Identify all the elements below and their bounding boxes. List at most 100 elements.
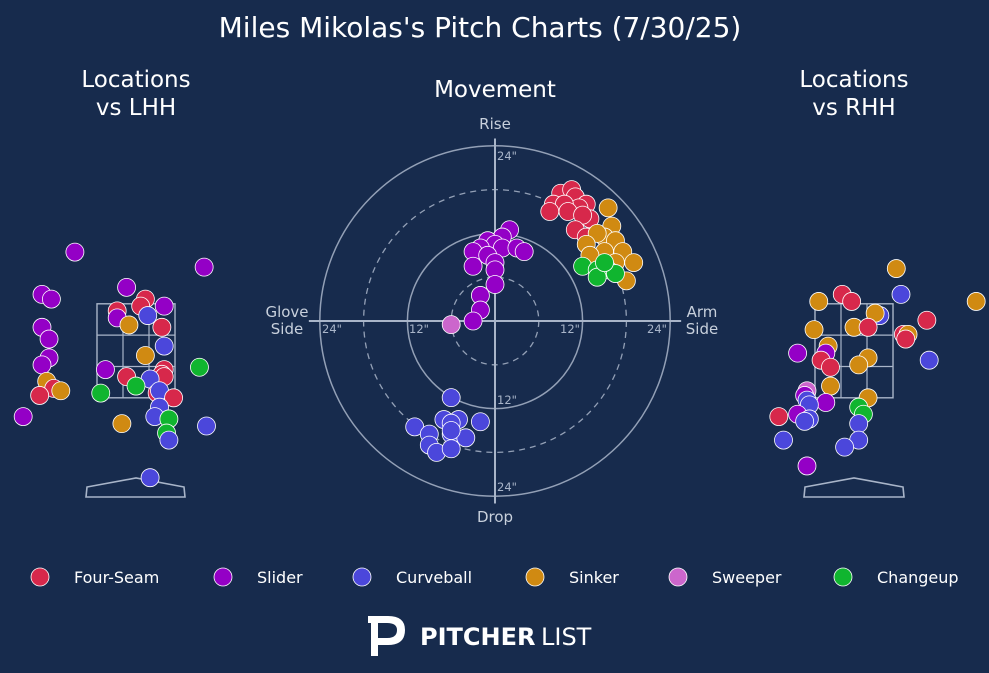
ring-label-left-12: 12" xyxy=(409,322,429,336)
rhh-point-curveball xyxy=(849,414,869,434)
lhh-panel-title-line1: Locations xyxy=(81,67,190,93)
lhh-point-slider xyxy=(65,242,85,262)
rhh-point-four-seam xyxy=(821,357,840,377)
lhh-location-plot xyxy=(13,242,216,498)
lhh-point-curveball xyxy=(140,468,160,488)
movement-point-slider xyxy=(485,275,505,294)
movement-pitch-points xyxy=(405,180,644,462)
legend-item-changeup: Changeup xyxy=(833,567,959,587)
movement-point-curveball xyxy=(441,388,461,408)
rhh-point-slider xyxy=(816,393,836,412)
legend-label-sweeper: Sweeper xyxy=(712,568,782,587)
legend-marker-sinker xyxy=(525,567,545,587)
lhh-point-changeup xyxy=(126,376,146,396)
movement-point-slider xyxy=(514,242,534,262)
rhh-point-sinker xyxy=(849,355,869,375)
lhh-point-slider xyxy=(154,296,174,316)
rhh-point-curveball xyxy=(795,411,815,431)
ring-label-right-24: 24" xyxy=(647,322,667,336)
movement-grid xyxy=(308,138,682,504)
lhh-point-slider xyxy=(13,407,33,427)
lhh-point-slider xyxy=(32,355,52,375)
lhh-point-sinker xyxy=(112,414,132,434)
movement-point-sinker xyxy=(598,198,618,218)
movement-point-sinker xyxy=(624,253,644,273)
lhh-point-curveball xyxy=(197,416,216,436)
ring-label-bottom-24: 24" xyxy=(497,480,517,494)
legend-label-sinker: Sinker xyxy=(569,568,619,587)
rhh-panel-title-line2: vs RHH xyxy=(812,95,895,121)
movement-point-curveball xyxy=(441,421,461,440)
lhh-pitch-points xyxy=(13,242,216,488)
rhh-point-curveball xyxy=(774,430,793,450)
rhh-location-plot xyxy=(769,259,986,498)
lhh-point-curveball xyxy=(154,336,174,356)
rhh-pitch-points xyxy=(769,259,986,476)
ring-label-bottom-12: 12" xyxy=(497,393,517,407)
lhh-point-slider xyxy=(39,329,59,349)
lhh-point-changeup xyxy=(91,383,111,403)
rhh-point-slider xyxy=(797,456,817,476)
legend-item-four-seam: Four-Seam xyxy=(30,567,159,587)
legend-label-slider: Slider xyxy=(257,568,303,587)
legend-item-sweeper: Sweeper xyxy=(668,567,782,587)
pitcherlist-logo-mark xyxy=(368,616,405,656)
legend-label-curveball: Curveball xyxy=(396,568,472,587)
rhh-point-sinker xyxy=(821,376,840,396)
figure-title: Miles Mikolas's Pitch Charts (7/30/25) xyxy=(219,11,742,44)
movement-axis-label-bottom: Drop xyxy=(477,508,513,526)
rhh-point-sinker xyxy=(886,259,906,278)
lhh-point-four-seam xyxy=(30,386,50,405)
ring-label-right-12: 12" xyxy=(560,322,580,336)
movement-point-changeup xyxy=(595,253,614,273)
lhh-point-sinker xyxy=(119,315,139,335)
lhh-point-four-seam xyxy=(164,388,184,408)
movement-plot: Rise Drop Glove Side Arm Side 24" 24" 24… xyxy=(265,115,718,526)
rhh-point-four-seam xyxy=(842,292,862,311)
rhh-point-four-seam xyxy=(896,329,916,349)
rhh-point-four-seam xyxy=(917,310,937,330)
pitcherlist-logo: PITCHER LIST xyxy=(368,616,592,656)
legend-item-slider: Slider xyxy=(213,567,303,587)
movement-point-slider xyxy=(463,311,483,331)
movement-axis-label-left-line2: Side xyxy=(271,320,303,338)
rhh-point-curveball xyxy=(919,350,939,370)
legend-item-sinker: Sinker xyxy=(525,567,619,587)
lhh-point-changeup xyxy=(190,357,209,377)
movement-axis-label-right-line1: Arm xyxy=(687,303,718,321)
lhh-panel-title-line2: vs LHH xyxy=(96,95,176,121)
lhh-point-slider xyxy=(42,289,61,309)
rhh-point-four-seam xyxy=(769,407,789,427)
legend-label-four-seam: Four-Seam xyxy=(74,568,159,587)
rhh-point-sinker xyxy=(809,292,829,311)
movement-point-curveball xyxy=(441,439,461,459)
lhh-point-curveball xyxy=(138,306,158,325)
lhh-point-slider xyxy=(117,277,136,297)
lhh-point-sinker xyxy=(51,381,71,401)
lhh-point-slider xyxy=(96,360,115,380)
rhh-point-slider xyxy=(788,343,807,363)
ring-label-left-24: 24" xyxy=(322,322,342,336)
pitch-type-legend: Four-Seam Slider Curveball Sinker Sweeper Cha… xyxy=(30,567,959,587)
lhh-point-slider xyxy=(194,257,214,277)
legend-marker-four-seam xyxy=(30,567,50,587)
lhh-home-plate xyxy=(85,477,186,498)
movement-point-curveball xyxy=(470,412,490,432)
rhh-point-curveball xyxy=(891,284,911,304)
rhh-panel-title-line1: Locations xyxy=(799,67,908,93)
lhh-point-curveball xyxy=(159,430,179,450)
legend-item-curveball: Curveball xyxy=(352,567,472,587)
movement-point-sweeper xyxy=(441,315,461,335)
rhh-point-curveball xyxy=(835,437,854,457)
logo-brand-bold: PITCHER xyxy=(420,623,535,651)
legend-marker-changeup xyxy=(833,567,853,587)
legend-marker-slider xyxy=(213,567,233,587)
rhh-point-sinker xyxy=(804,320,824,340)
movement-point-four-seam xyxy=(540,202,560,221)
movement-axis-label-left-line1: Glove xyxy=(265,303,308,321)
rhh-point-sinker xyxy=(966,292,986,311)
movement-axis-label-right-line2: Side xyxy=(686,320,718,338)
legend-label-changeup: Changeup xyxy=(877,568,959,587)
